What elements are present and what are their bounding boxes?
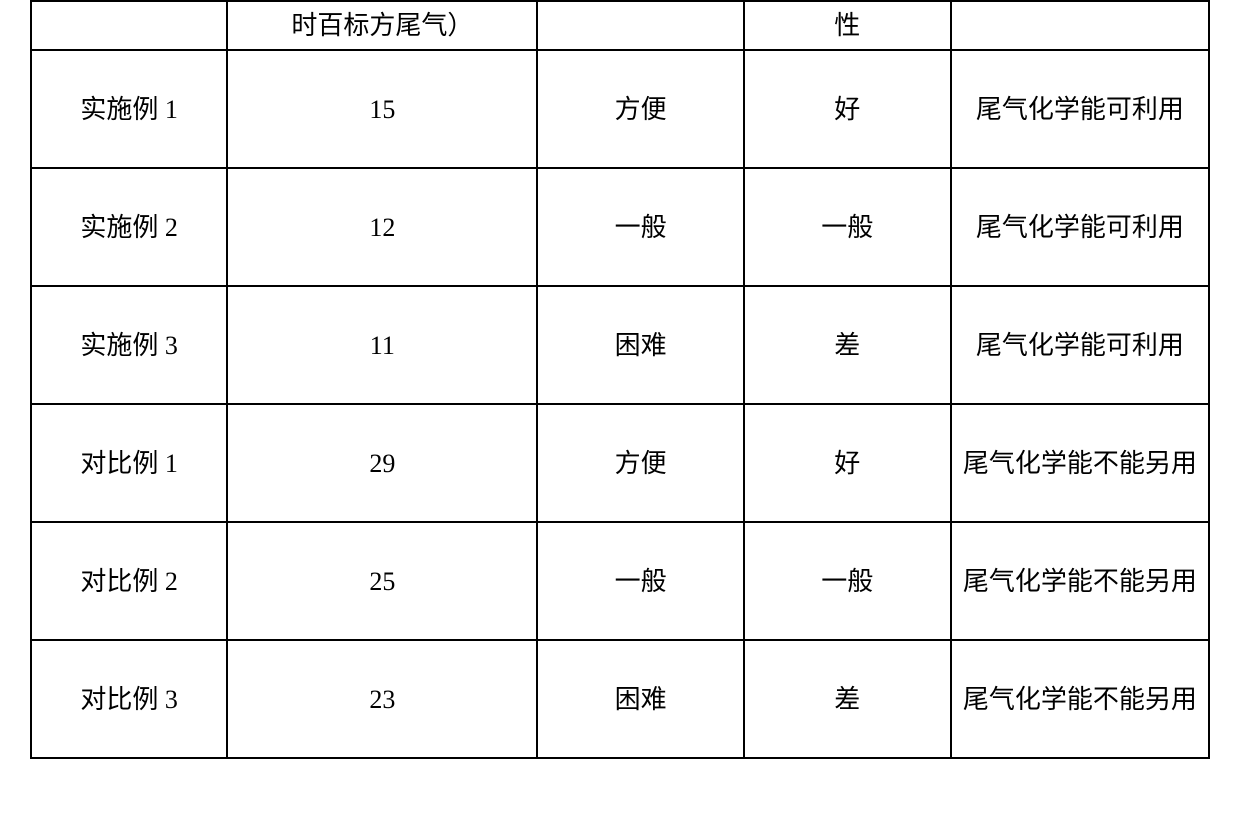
cell-col3: 困难 — [537, 640, 744, 758]
cell-cost: 29 — [227, 404, 537, 522]
cell-col3: 方便 — [537, 404, 744, 522]
cell-col4: 一般 — [744, 168, 951, 286]
table-row: 对比例 1 29 方便 好 尾气化学能不能另用 — [31, 404, 1209, 522]
cell-note: 尾气化学能不能另用 — [951, 640, 1209, 758]
cell-cost: 15 — [227, 50, 537, 168]
cell-cost: 23 — [227, 640, 537, 758]
cell-col4: 一般 — [744, 522, 951, 640]
col-header-4: 性 — [744, 1, 951, 50]
cell-name: 对比例 1 — [31, 404, 227, 522]
cell-cost: 25 — [227, 522, 537, 640]
cell-col4: 好 — [744, 404, 951, 522]
cell-col3: 困难 — [537, 286, 744, 404]
table-row: 对比例 2 25 一般 一般 尾气化学能不能另用 — [31, 522, 1209, 640]
col-header-cost: 时百标方尾气） — [227, 1, 537, 50]
cell-col4: 好 — [744, 50, 951, 168]
col-header-name — [31, 1, 227, 50]
cell-name: 对比例 2 — [31, 522, 227, 640]
cell-col4: 差 — [744, 640, 951, 758]
col-header-note — [951, 1, 1209, 50]
table-container: 时百标方尾气） 性 实施例 1 15 方便 好 尾气化学能可利用 实施例 2 1… — [0, 0, 1240, 769]
cell-col3: 一般 — [537, 522, 744, 640]
table-row: 实施例 1 15 方便 好 尾气化学能可利用 — [31, 50, 1209, 168]
cell-note: 尾气化学能可利用 — [951, 168, 1209, 286]
comparison-table: 时百标方尾气） 性 实施例 1 15 方便 好 尾气化学能可利用 实施例 2 1… — [30, 0, 1210, 759]
col-header-3 — [537, 1, 744, 50]
cell-note: 尾气化学能可利用 — [951, 50, 1209, 168]
table-row: 实施例 2 12 一般 一般 尾气化学能可利用 — [31, 168, 1209, 286]
table-header-row: 时百标方尾气） 性 — [31, 1, 1209, 50]
table-row: 实施例 3 11 困难 差 尾气化学能可利用 — [31, 286, 1209, 404]
cell-name: 实施例 1 — [31, 50, 227, 168]
cell-col4: 差 — [744, 286, 951, 404]
cell-note: 尾气化学能可利用 — [951, 286, 1209, 404]
table-row: 对比例 3 23 困难 差 尾气化学能不能另用 — [31, 640, 1209, 758]
cell-note: 尾气化学能不能另用 — [951, 404, 1209, 522]
cell-name: 对比例 3 — [31, 640, 227, 758]
cell-col3: 方便 — [537, 50, 744, 168]
cell-note: 尾气化学能不能另用 — [951, 522, 1209, 640]
cell-name: 实施例 2 — [31, 168, 227, 286]
cell-cost: 12 — [227, 168, 537, 286]
cell-name: 实施例 3 — [31, 286, 227, 404]
cell-cost: 11 — [227, 286, 537, 404]
cell-col3: 一般 — [537, 168, 744, 286]
